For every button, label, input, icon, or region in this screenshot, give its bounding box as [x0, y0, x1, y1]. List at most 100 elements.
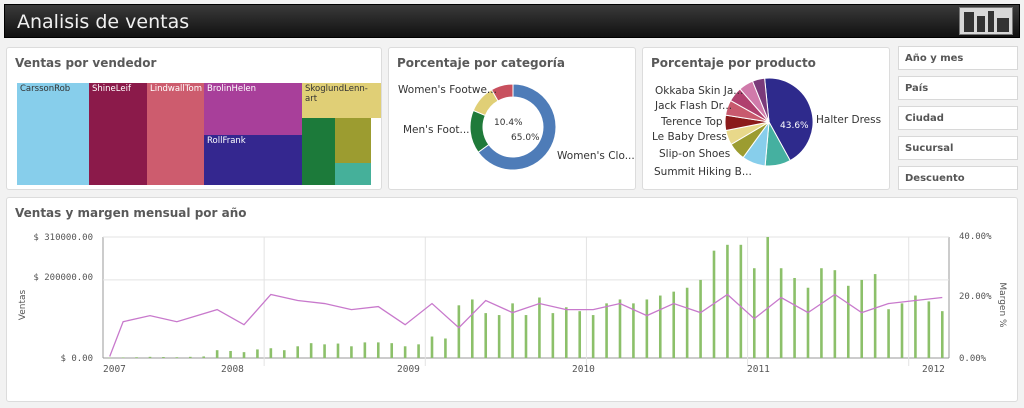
y-tick-label: $ 0.00	[60, 354, 93, 364]
bar[interactable]	[175, 357, 179, 358]
bar[interactable]	[497, 315, 501, 358]
bar[interactable]	[363, 342, 367, 358]
donut-title: Porcentaje por categoría	[397, 56, 565, 70]
bar[interactable]	[860, 279, 864, 358]
bar[interactable]	[658, 295, 662, 358]
app-title: Analisis de ventas	[17, 11, 190, 33]
bar[interactable]	[846, 285, 850, 358]
bar[interactable]	[511, 303, 514, 358]
bar[interactable]	[256, 349, 259, 358]
bar[interactable]	[282, 350, 286, 358]
filter-city[interactable]: Ciudad	[898, 106, 1018, 130]
tile-label: SkoglundLenn-art	[305, 84, 368, 104]
bar[interactable]	[605, 303, 608, 358]
filter-branch[interactable]: Sucursal	[898, 136, 1018, 160]
bar[interactable]	[229, 350, 232, 358]
pie-slice[interactable]	[751, 77, 770, 123]
bar[interactable]	[766, 237, 770, 358]
bar[interactable]	[672, 291, 676, 358]
bar[interactable]	[470, 299, 474, 358]
bar[interactable]	[833, 270, 837, 358]
treemap-tile[interactable]: ShineLeif	[89, 83, 147, 185]
treemap-tile[interactable]: CarssonRob	[17, 83, 89, 185]
bar[interactable]	[242, 352, 246, 358]
bar[interactable]	[323, 344, 326, 358]
treemap-tile[interactable]: SkoglundLenn-art	[302, 83, 381, 118]
bar[interactable]	[793, 277, 796, 358]
bar[interactable]	[336, 343, 340, 358]
bar[interactable]	[632, 303, 635, 358]
bar[interactable]	[108, 357, 112, 359]
bar[interactable]	[940, 311, 944, 358]
bar[interactable]	[524, 315, 528, 358]
bar[interactable]	[726, 244, 729, 358]
filter-discount[interactable]: Descuento	[898, 166, 1018, 190]
bar[interactable]	[309, 343, 313, 358]
bar[interactable]	[739, 244, 743, 358]
y-tick-label: $ 310000.00	[33, 233, 93, 243]
treemap-tile[interactable]: LindwallTom	[147, 83, 204, 185]
bar[interactable]	[162, 357, 165, 358]
bar[interactable]	[779, 268, 783, 358]
filter-year-month[interactable]: Año y mes	[898, 46, 1018, 70]
bar[interactable]	[376, 342, 380, 358]
filter-label: Sucursal	[905, 143, 954, 154]
bar[interactable]	[444, 338, 447, 358]
bar[interactable]	[645, 299, 649, 358]
bar[interactable]	[538, 297, 541, 359]
pie-label: Le Baby Dress	[652, 131, 727, 143]
bar[interactable]	[591, 315, 595, 358]
bar[interactable]	[578, 311, 582, 358]
treemap-tile[interactable]	[302, 118, 335, 185]
logo	[959, 7, 1013, 35]
filter-country[interactable]: País	[898, 76, 1018, 100]
margin-line[interactable]	[109, 293, 943, 357]
bar[interactable]	[927, 301, 931, 358]
donut-slice[interactable]	[477, 83, 557, 171]
bar[interactable]	[914, 295, 917, 358]
treemap-tile[interactable]	[335, 163, 371, 185]
bar[interactable]	[806, 287, 810, 358]
pie-label: Jack Flash Dr...	[654, 100, 732, 112]
tile-label: BrolinHelen	[207, 84, 257, 94]
bar[interactable]	[873, 274, 877, 358]
bar[interactable]	[564, 307, 568, 358]
bar[interactable]	[484, 313, 488, 358]
tile-label: LindwallTom	[150, 84, 202, 94]
bar[interactable]	[430, 336, 434, 358]
bar[interactable]	[121, 357, 125, 358]
bar[interactable]	[900, 303, 904, 358]
y2-tick-label: 0.00%	[959, 354, 987, 364]
bar[interactable]	[887, 309, 890, 358]
pie-slice[interactable]	[764, 77, 814, 162]
bar[interactable]	[699, 279, 702, 358]
treemap-tile[interactable]	[335, 118, 371, 163]
bar[interactable]	[202, 356, 206, 358]
pie-panel: Porcentaje por producto Okkaba Skin Ja..…	[642, 47, 890, 190]
bar[interactable]	[350, 346, 353, 358]
bar[interactable]	[188, 356, 192, 358]
combo-title: Ventas y margen mensual por año	[15, 206, 247, 220]
bar[interactable]	[752, 268, 756, 358]
treemap-tile[interactable]: RollFrank	[204, 135, 302, 185]
bar[interactable]	[148, 356, 152, 358]
bar[interactable]	[390, 343, 394, 358]
bar[interactable]	[685, 287, 689, 358]
bar[interactable]	[403, 346, 407, 358]
bar[interactable]	[618, 299, 622, 358]
bar[interactable]	[215, 350, 219, 358]
donut-value-label: 10.4%	[494, 118, 523, 128]
bar[interactable]	[551, 313, 555, 358]
bar[interactable]	[457, 305, 461, 358]
filter-label: Año y mes	[905, 53, 964, 64]
treemap-tile[interactable]: BrolinHelen	[204, 83, 302, 135]
bar[interactable]	[269, 348, 273, 358]
donut-slice[interactable]	[469, 109, 490, 153]
bar[interactable]	[820, 268, 823, 358]
bar[interactable]	[296, 346, 300, 358]
donut-slice[interactable]	[490, 83, 514, 102]
x-tick-label: 2010	[572, 364, 595, 375]
bar[interactable]	[135, 357, 138, 358]
treemap-panel: Ventas por vendedor CarssonRob ShineLeif…	[6, 47, 382, 190]
bar[interactable]	[417, 344, 420, 358]
